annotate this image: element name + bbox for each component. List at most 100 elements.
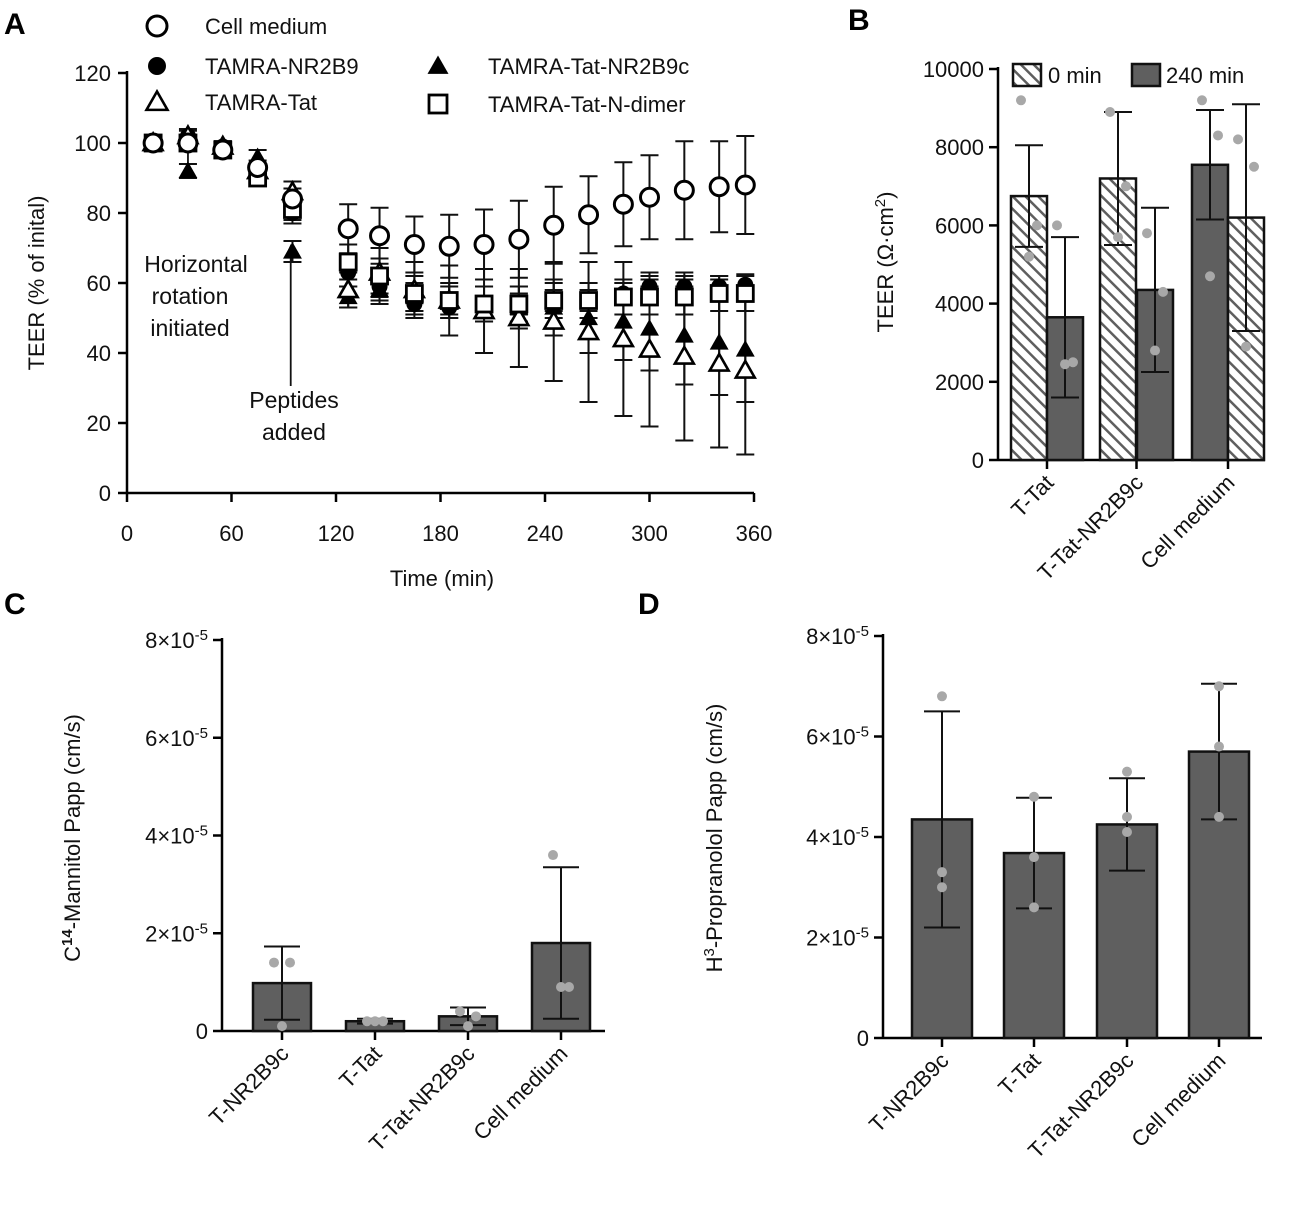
replicate-point [378, 1016, 388, 1027]
panel-d-ytick-label: 2×10-5 [806, 924, 869, 951]
series-tamra-nr2b9 [178, 129, 755, 319]
panel-d-ytick-label: 4×10-5 [806, 824, 869, 851]
replicate-point [1122, 766, 1132, 777]
panel-c-bar-group-t-nr2b9c [251, 945, 313, 1033]
replicate-point [1052, 220, 1062, 231]
data-point-cell-medium [247, 157, 269, 178]
replicate-point [1214, 741, 1224, 752]
replicate-point [937, 882, 947, 893]
legend-label-0-min: 0 min [1048, 63, 1102, 88]
panel-a-ytick-label: 80 [87, 201, 111, 226]
panel-b-ytick-label: 6000 [935, 213, 984, 238]
replicate-point [1032, 220, 1042, 231]
panel-b-legend: 0 min 240 min [1011, 62, 1244, 88]
panel-b-bar-group-cell-medium-240-min [1190, 95, 1230, 462]
panel-a-legend: Cell medium TAMRA-NR2B9 TAMRA-Tat TAMRA-… [144, 14, 689, 117]
annotation-rotation: rotation [152, 283, 229, 309]
panel-a-ytick-label: 60 [87, 271, 111, 296]
legend-marker-tamra-tat-n-dimer [427, 93, 449, 115]
replicate-point [1213, 130, 1223, 141]
panel-a-xtick-label: 300 [631, 521, 668, 546]
panel-b-bar-group-t-tat-0-min [1009, 95, 1049, 462]
replicate-point [362, 1016, 372, 1027]
replicate-point [937, 691, 947, 702]
panel-b-xtick-label: Cell medium [1135, 470, 1239, 574]
panel-d-bar-chart: H3-Propranolol Papp (cm/s) 0 2×10-5 4×10-5… [701, 623, 1262, 1163]
annotation-added: added [262, 419, 326, 445]
data-point-cell-medium [673, 179, 695, 201]
panel-b-ytick-label: 8000 [935, 135, 984, 160]
data-point-cell-medium [142, 132, 164, 154]
panel-b-bar-group-t-tat-nr2b9c-0-min [1098, 107, 1138, 462]
data-point-cell-medium [639, 186, 660, 208]
annotation-horizontal: Horizontal [144, 251, 248, 277]
panel-c-xtick-label: T-Tat [334, 1041, 386, 1093]
panel-d-xtick-label: T-Tat [993, 1048, 1045, 1100]
panel-d-ylabel: H3-Propranolol Papp (cm/s) [701, 704, 728, 973]
replicate-point [1105, 107, 1115, 118]
data-point-cell-medium [212, 139, 234, 161]
data-point-cell-medium [473, 234, 495, 255]
data-point-cell-medium [578, 204, 600, 226]
panel-a-ytick-label: 40 [87, 341, 111, 366]
data-point-cell-medium [369, 225, 391, 247]
replicate-point [1121, 181, 1131, 192]
panel-c-ytick-label: 0 [196, 1019, 208, 1044]
data-point-tamra-tat-n-dimer [439, 291, 459, 310]
data-point-tamra-tat-n-dimer [709, 284, 729, 303]
legend-label-tamra-nr2b9: TAMRA-NR2B9 [205, 54, 359, 79]
replicate-point [937, 867, 947, 878]
replicate-point [1122, 811, 1132, 822]
legend-label-tamra-tat: TAMRA-Tat [205, 90, 317, 115]
data-point-cell-medium [508, 228, 530, 250]
legend-label-tamra-tat-nr2b9c: TAMRA-Tat-NR2B9c [488, 54, 689, 79]
panel-a-xtick-label: 360 [736, 521, 773, 546]
data-point-tamra-tat-n-dimer [370, 266, 389, 286]
annotation-initiated: initiated [150, 315, 229, 341]
panel-a-ylabel: TEER (% of inital) [24, 196, 49, 371]
replicate-point [285, 957, 295, 968]
data-point-tamra-tat-n-dimer [544, 291, 564, 310]
panel-a-xtick-label: 0 [121, 521, 133, 546]
annotation-peptides: Peptides [249, 387, 339, 413]
replicate-point [1214, 811, 1224, 822]
data-point-cell-medium [177, 132, 199, 154]
replicate-point [1214, 681, 1224, 692]
panel-c-xtick-label: T-NR2B9c [204, 1041, 293, 1130]
panel-c-ytick-label: 8×10-5 [145, 627, 208, 654]
panel-b-bar-chart: TEER (Ω·cm2) 0 2000 4000 6000 8000 10000 T-Tat… [872, 57, 1266, 585]
panel-a-xtick-label: 180 [422, 521, 459, 546]
replicate-point [1122, 826, 1132, 837]
panel-label-d: D [638, 588, 660, 621]
panel-b-ytick-label: 10000 [923, 57, 984, 82]
replicate-point [1233, 134, 1243, 145]
panel-b-ytick-label: 2000 [935, 370, 984, 395]
replicate-point [1205, 271, 1215, 282]
legend-label-cell-medium: Cell medium [205, 14, 327, 39]
data-point-tamra-tat [637, 337, 662, 358]
data-point-tamra-tat-nr2b9c [640, 319, 659, 336]
panel-label-c: C [4, 588, 26, 621]
replicate-point [269, 957, 279, 968]
data-point-tamra-tat-n-dimer [674, 287, 694, 307]
data-point-tamra-tat-n-dimer [613, 287, 633, 307]
legend-marker-cell-medium [145, 14, 169, 38]
legend-label-tamra-tat-n-dimer: TAMRA-Tat-N-dimer [488, 92, 686, 117]
data-point-tamra-tat-nr2b9c [613, 312, 633, 329]
data-point-tamra-tat-n-dimer [404, 284, 424, 303]
data-point-tamra-tat-n-dimer [509, 294, 529, 314]
data-point-tamra-tat [733, 358, 757, 379]
replicate-point [471, 1011, 481, 1022]
panel-c-xtick-label: Cell medium [468, 1041, 572, 1145]
panel-a-annotations: Horizontal rotation initiated Peptides a… [144, 135, 339, 445]
panel-a-ytick-label: 0 [99, 481, 111, 506]
panel-a-line-chart: TEER (% of inital) Time (min) 0 20 40 60 80 1… [24, 14, 772, 591]
replicate-point [455, 1006, 465, 1017]
replicate-point [556, 982, 566, 993]
panel-label-a: A [4, 8, 26, 41]
replicate-point [1016, 95, 1026, 106]
panel-d-xtick-label: Cell medium [1126, 1048, 1230, 1152]
panel-a-ytick-label: 100 [74, 131, 111, 156]
panel-c-ytick-label: 2×10-5 [145, 920, 208, 947]
